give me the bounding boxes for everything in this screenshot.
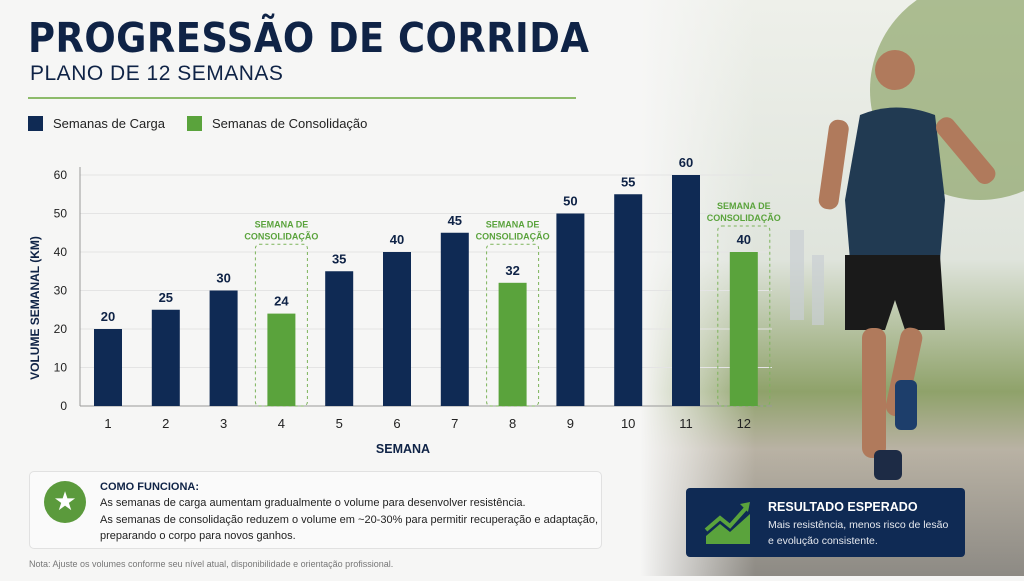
data-label: 45: [448, 213, 462, 228]
y-axis-label: VOLUME SEMANAL (KM): [28, 236, 42, 380]
annotation-label: SEMANA DE: [717, 201, 771, 211]
y-tick-label: 10: [54, 361, 68, 375]
runner-photo: [640, 0, 1024, 576]
x-tick-label: 4: [278, 416, 285, 431]
how-it-works-box: ★ COMO FUNCIONA: As semanas de carga aum…: [29, 471, 602, 549]
y-tick-label: 30: [54, 284, 68, 298]
page-title: PROGRESSÃO DE CORRIDA: [28, 14, 590, 62]
bar-week-11: [672, 175, 700, 406]
y-tick-label: 40: [54, 245, 68, 259]
bar-week-6: [383, 252, 411, 406]
result-heading: RESULTADO ESPERADO: [768, 500, 918, 514]
x-tick-label: 2: [162, 416, 169, 431]
runner-illustration: [790, 0, 1024, 480]
divider: [28, 97, 576, 99]
legend-label: Semanas de Carga: [53, 116, 166, 131]
data-label: 55: [621, 174, 635, 189]
data-label: 50: [563, 194, 577, 209]
expected-result-box: RESULTADO ESPERADO Mais resistência, men…: [686, 488, 965, 557]
data-label: 32: [505, 263, 519, 278]
bar-week-5: [325, 271, 354, 406]
y-tick-label: 20: [54, 322, 68, 336]
info-heading: COMO FUNCIONA:: [100, 481, 199, 493]
data-label: 35: [332, 251, 346, 266]
data-label: 24: [274, 294, 289, 309]
x-tick-label: 5: [336, 416, 343, 431]
bar-week-4: [267, 313, 296, 406]
info-line: preparando o corpo para novos ganhos.: [100, 530, 296, 542]
footnote: Nota: Ajuste os volumes conforme seu nív…: [29, 559, 394, 569]
y-tick-label: 60: [54, 168, 68, 182]
bar-week-1: [94, 329, 122, 406]
x-tick-label: 10: [621, 416, 635, 431]
bar-week-10: [614, 194, 643, 406]
legend-swatch-carga: [28, 116, 43, 131]
data-label: 25: [159, 290, 173, 305]
data-label: 40: [737, 232, 751, 247]
x-tick-label: 3: [220, 416, 227, 431]
y-tick-label: 0: [60, 399, 67, 413]
data-label: 40: [390, 232, 404, 247]
legend-item-carga: Semanas de Carga: [28, 116, 165, 131]
x-axis-label: SEMANA: [376, 442, 430, 456]
page-subtitle: PLANO DE 12 SEMANAS: [30, 62, 284, 85]
bar-week-2: [151, 309, 180, 406]
bar-week-3: [209, 290, 238, 406]
legend-swatch-consolidacao: [187, 116, 202, 131]
annotation-label: CONSOLIDAÇÃO: [476, 231, 550, 241]
bar-week-12: [729, 252, 758, 406]
annotation-label: CONSOLIDAÇÃO: [244, 231, 318, 241]
info-line: As semanas de carga aumentam gradualment…: [100, 497, 526, 509]
x-tick-label: 6: [393, 416, 400, 431]
annotation-label: SEMANA DE: [486, 219, 540, 229]
x-tick-label: 9: [567, 416, 574, 431]
legend-label: Semanas de Consolidação: [212, 116, 368, 131]
info-line: As semanas de consolidação reduzem o vol…: [100, 514, 599, 526]
data-label: 20: [101, 309, 115, 324]
result-line: Mais resistência, menos risco de lesão: [768, 519, 949, 531]
legend-item-consolidacao: Semanas de Consolidação: [187, 116, 367, 131]
x-tick-label: 1: [104, 416, 111, 431]
star-icon: ★: [44, 481, 86, 523]
growth-chart-icon: [704, 502, 750, 544]
x-tick-label: 8: [509, 416, 516, 431]
consolidation-highlight: [486, 243, 540, 407]
annotation-label: CONSOLIDAÇÃO: [707, 213, 781, 223]
annotation-label: SEMANA DE: [255, 219, 309, 229]
consolidation-highlight: [254, 243, 308, 407]
x-tick-label: 12: [737, 416, 751, 431]
x-tick-label: 7: [451, 416, 458, 431]
bar-week-7: [440, 232, 469, 406]
x-tick-label: 11: [679, 416, 693, 431]
data-label: 60: [679, 155, 693, 170]
result-line: e evolução consistente.: [768, 535, 878, 547]
bar-week-8: [498, 282, 527, 406]
bar-week-9: [556, 213, 585, 406]
data-label: 30: [216, 271, 230, 286]
y-tick-label: 50: [54, 207, 68, 221]
